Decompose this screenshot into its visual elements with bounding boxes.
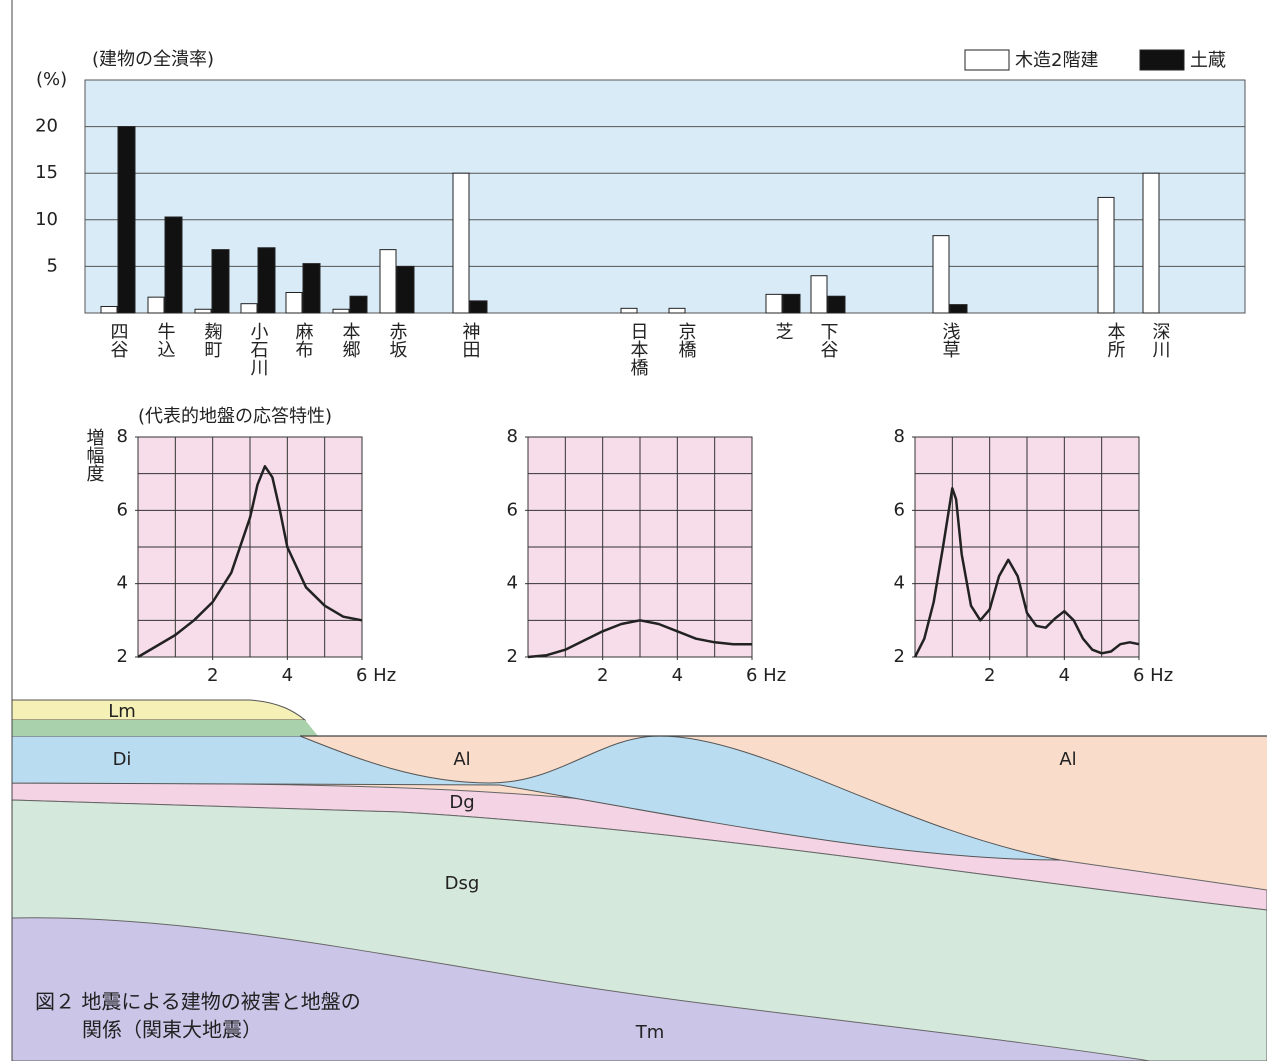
- y-tick-label: 4: [117, 573, 128, 594]
- layer-lm: [11, 699, 307, 721]
- y-tick-label: 20: [35, 116, 58, 137]
- layer-tm: [11, 917, 1151, 1061]
- bar: [349, 295, 368, 314]
- layer-label: Dg: [449, 792, 474, 813]
- y-tick-label: 8: [894, 426, 905, 447]
- response-curve: [137, 465, 363, 659]
- y-tick-label: 5: [47, 255, 58, 276]
- y-axis-label: 増幅度: [84, 428, 105, 482]
- x-tick-label: 四谷: [108, 322, 129, 358]
- x-tick-label: 2: [984, 665, 995, 686]
- layer-label: Di: [113, 749, 132, 770]
- bar: [302, 263, 321, 314]
- y-tick-label: 2: [117, 646, 128, 667]
- bar: [1097, 196, 1115, 314]
- layer-lm-base: [12, 720, 318, 736]
- x-tick-label: 6 Hz: [746, 665, 786, 686]
- bar: [164, 216, 183, 314]
- bar: [810, 275, 828, 314]
- legend-swatch: [964, 49, 1010, 71]
- bar: [100, 305, 118, 314]
- cross-section: Lm Di Al Al Dg Dsg Tm 図２ 地震による建物の被害と地盤の …: [11, 0, 1267, 1061]
- bar: [782, 293, 801, 314]
- x-tick-label: 6 Hz: [1133, 665, 1173, 686]
- bar: [668, 307, 686, 314]
- x-tick-label: 下谷: [818, 322, 839, 358]
- layer-label: Lm: [108, 701, 136, 722]
- chart-title: (代表的地盤の応答特性): [138, 406, 332, 427]
- y-tick-label: 6: [117, 499, 128, 520]
- response-curve: [913, 487, 1140, 658]
- y-tick-label: 15: [35, 162, 58, 183]
- x-tick-label: 深川: [1150, 322, 1171, 358]
- bar: [396, 265, 415, 314]
- x-tick-label: 4: [1059, 665, 1070, 686]
- x-tick-label: 芝: [773, 322, 794, 340]
- layer-di: [11, 735, 1061, 861]
- plot-area: [84, 79, 1246, 314]
- legend-label: 土蔵: [1190, 50, 1226, 71]
- y-tick-label: 4: [894, 573, 905, 594]
- layer-label: Al: [453, 749, 470, 770]
- layer-label: Al: [1059, 749, 1076, 770]
- x-tick-label: 2: [207, 665, 218, 686]
- y-tick-label: 4: [507, 573, 518, 594]
- legend-label: 木造2階建: [1015, 50, 1098, 71]
- bar: [194, 308, 212, 314]
- y-tick-label: 10: [35, 209, 58, 230]
- x-tick-label: 京橋: [676, 322, 697, 359]
- layer-label: Dsg: [445, 873, 480, 894]
- y-tick-label: 8: [117, 426, 128, 447]
- x-tick-label: 6 Hz: [356, 665, 396, 686]
- y-axis-label: (%): [36, 69, 67, 90]
- bar: [332, 308, 350, 314]
- bar: [932, 235, 950, 314]
- bar: [949, 304, 968, 314]
- response-curve: [527, 619, 752, 659]
- bar: [257, 247, 276, 314]
- y-tick-label: 8: [507, 426, 518, 447]
- bar: [147, 296, 165, 314]
- caption: 図２ 地震による建物の被害と地盤の: [35, 990, 361, 1014]
- x-tick-label: 日本橋: [628, 322, 649, 377]
- bar: [620, 307, 638, 314]
- x-tick-label: 4: [282, 665, 293, 686]
- y-tick-label: 2: [507, 646, 518, 667]
- bar: [211, 249, 230, 314]
- layer-label: Tm: [635, 1022, 665, 1043]
- bar: [117, 126, 136, 314]
- x-tick-label: 神田: [460, 322, 481, 358]
- bar: [379, 249, 397, 314]
- bar: [469, 300, 488, 314]
- x-tick-label: 本郷: [340, 322, 361, 358]
- x-tick-label: 麹町: [202, 322, 223, 358]
- x-tick-label: 4: [672, 665, 683, 686]
- caption: 関係（関東大地震）: [82, 1018, 262, 1042]
- legend-swatch: [1139, 49, 1185, 71]
- x-tick-label: 2: [597, 665, 608, 686]
- chart-title: (建物の全潰率): [92, 49, 214, 70]
- bar: [285, 291, 303, 314]
- y-tick-label: 6: [894, 499, 905, 520]
- bar: [240, 303, 258, 314]
- bar: [765, 293, 783, 314]
- x-tick-label: 牛込: [155, 322, 176, 358]
- y-tick-label: 6: [507, 499, 518, 520]
- x-tick-label: 本所: [1105, 322, 1126, 358]
- x-tick-label: 赤坂: [387, 322, 408, 358]
- bar: [452, 172, 470, 314]
- y-tick-label: 2: [894, 646, 905, 667]
- x-tick-label: 麻布: [293, 322, 314, 358]
- x-tick-label: 小石川: [248, 322, 269, 376]
- bar: [827, 295, 846, 314]
- x-tick-label: 浅草: [940, 322, 961, 358]
- bar: [1142, 172, 1160, 314]
